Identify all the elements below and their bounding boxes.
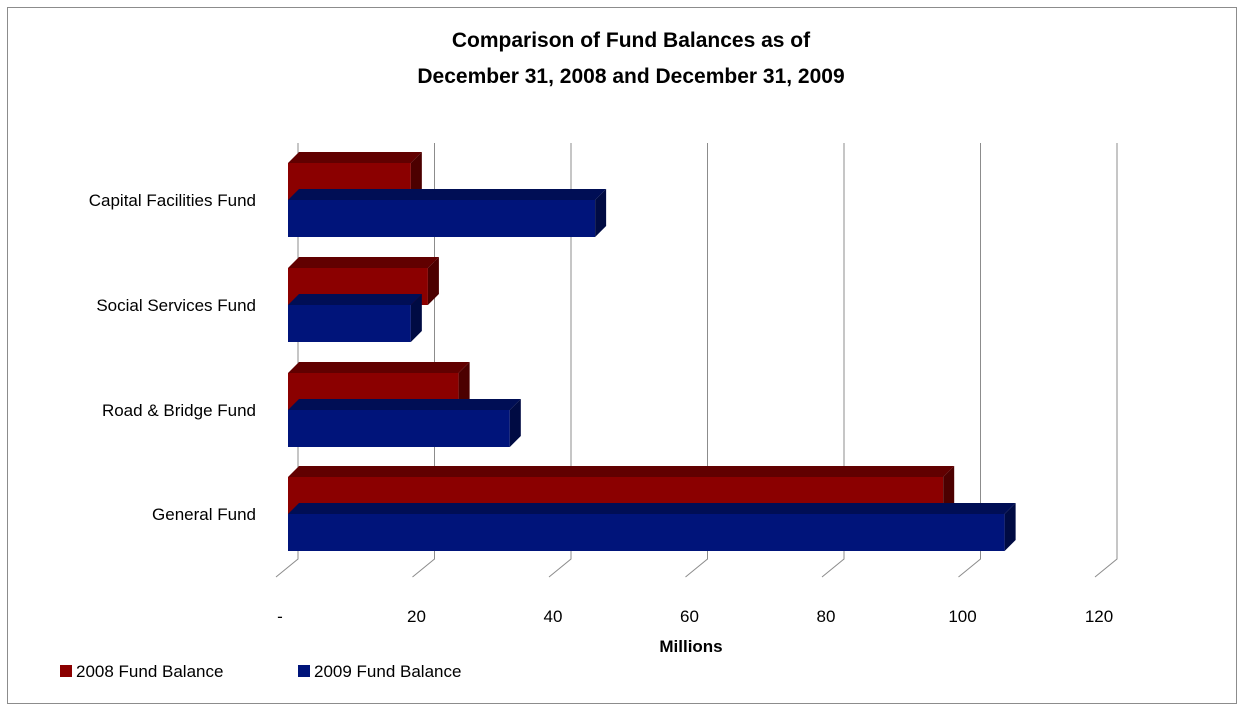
chart-title-line-2: December 31, 2008 and December 31, 2009 [417,65,844,88]
bar-end-face [509,399,521,447]
bars [288,152,1016,551]
bar-2009-0 [288,189,607,237]
legend-label: 2008 Fund Balance [76,662,223,681]
x-tick-label: 20 [407,607,426,626]
chart-title: Comparison of Fund Balances as of Decemb… [417,29,844,88]
category-label: Road & Bridge Fund [102,401,256,420]
bar-2009-2 [288,399,521,447]
bar-top-face [288,189,607,200]
gridline [1094,143,1118,578]
x-tick-label: 120 [1085,607,1113,626]
bar-front-face [288,514,1005,551]
gridline [548,143,572,578]
legend-swatch [298,665,310,677]
bar-top-face [288,294,422,305]
bar-2009-3 [288,503,1016,551]
legend: 2008 Fund Balance 2009 Fund Balance [60,662,461,681]
bar-end-face [410,152,422,200]
category-label: General Fund [152,505,256,524]
bar-front-face [288,410,510,447]
bar-end-face [410,294,422,342]
gridline [685,143,708,578]
bar-top-face [288,257,439,268]
bar-top-face [288,466,955,477]
bar-end-face [427,257,439,305]
gridline [958,143,981,578]
bar-top-face [288,152,422,163]
legend-swatch [60,665,72,677]
bar-end-face [1004,503,1016,551]
gridline [821,143,845,578]
bar-top-face [288,399,521,410]
x-tick-label: 40 [544,607,563,626]
x-tick-label: 100 [948,607,976,626]
x-tick-label: 80 [817,607,836,626]
category-label: Capital Facilities Fund [89,191,256,210]
chart-title-line-1: Comparison of Fund Balances as of [452,29,811,52]
bar-top-face [288,362,470,373]
bar-top-face [288,503,1016,514]
chart-frame [7,7,1237,704]
bar-front-face [288,200,596,237]
x-tick-labels: - 20 40 60 80 100 120 [277,607,1113,626]
bar-2009-1 [288,294,422,342]
bar-end-face [458,362,470,410]
x-axis-title: Millions [659,637,722,656]
category-labels: Capital Facilities Fund Social Services F… [89,191,256,524]
legend-label: 2009 Fund Balance [314,662,461,681]
x-tick-label: 60 [680,607,699,626]
category-label: Social Services Fund [96,296,256,315]
bar-end-face [595,189,607,237]
bar-end-face [943,466,955,514]
bar-front-face [288,305,411,342]
x-tick-label: - [277,607,283,626]
